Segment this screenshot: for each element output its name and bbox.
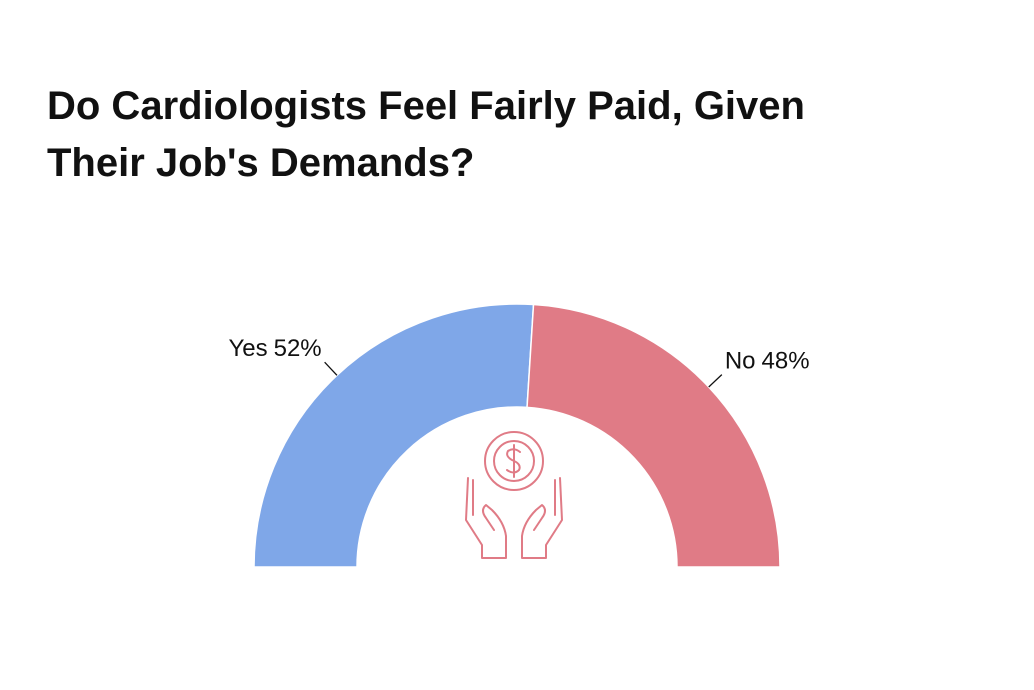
leader-line [324,361,338,376]
slice [253,303,535,568]
money-hands-icon [465,431,563,559]
slice-label: No 48% [725,348,810,375]
chart-title: Do Cardiologists Feel Fairly Paid, Given [47,84,805,128]
slices: Yes 52% No 48% [228,303,810,568]
slice-label-category: Yes [228,336,267,363]
slice-label-value: 48% [762,348,810,375]
slice-label-value: 52% [274,336,322,363]
leader-line [708,374,723,388]
slice [526,303,781,568]
slice-label-category: No [725,348,756,375]
slice-label: Yes 52% [228,336,321,363]
chart-title: Their Job's Demands? [47,141,474,185]
